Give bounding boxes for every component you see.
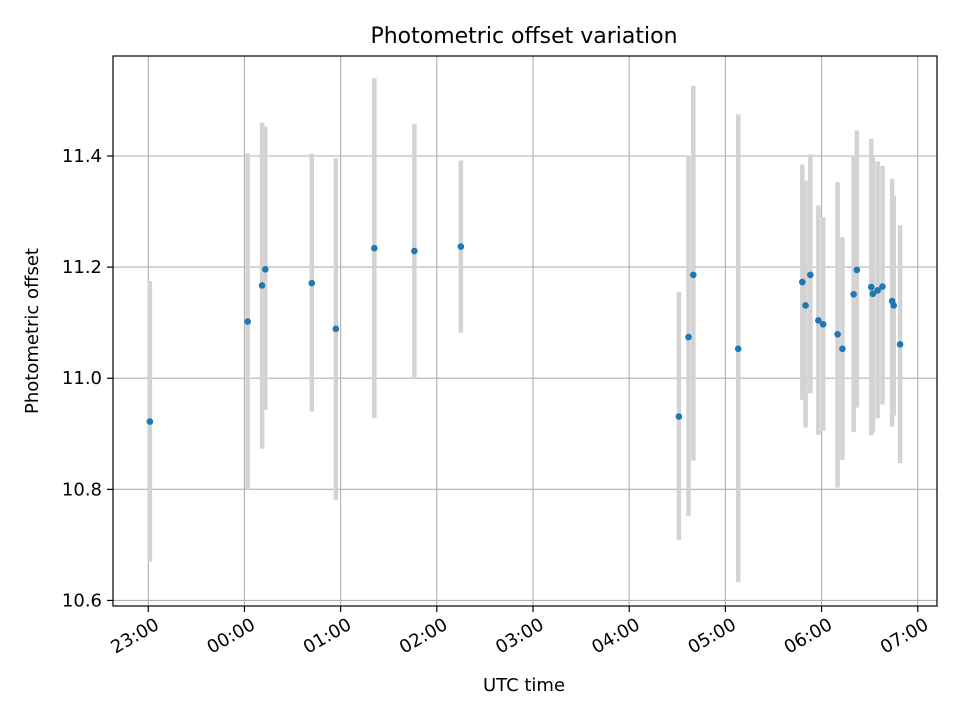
y-axis-ticks: 10.6 10.8 11.0 11.2 11.4 [62,146,113,611]
data-point [308,279,316,287]
error-bars [147,78,903,583]
data-point [675,413,683,420]
data-point [834,331,841,338]
data-point [874,287,881,294]
data-point [807,271,814,279]
x-tick-label: 23:00 [107,614,162,658]
plot-frame [112,55,938,607]
data-point [244,318,251,325]
data-point [146,418,154,425]
data-point [853,266,861,274]
data-point [890,302,898,309]
data-point [815,317,822,324]
data-point [371,244,378,252]
x-tick-label: 02:00 [396,614,451,658]
chart-title: Photometric offset variation [370,24,677,49]
data-point [690,271,697,279]
y-tick-label: 10.6 [62,590,102,611]
data-point [839,345,846,353]
y-tick-label: 11.2 [62,257,102,278]
data-point [332,325,340,333]
data-point [879,283,886,290]
data-point [869,290,877,298]
data-point [799,278,806,286]
y-tick-label: 11.0 [62,368,102,389]
y-axis-label: Photometric offset [22,248,43,414]
x-tick-label: 03:00 [492,614,547,658]
data-point [411,247,418,255]
data-points [146,243,904,425]
data-point [685,333,692,341]
grid-lines [113,56,937,606]
x-axis-ticks: 23:00 00:00 01:00 02:00 03:00 04:00 05:00 06:00… [107,606,932,658]
x-tick-label: 05:00 [684,614,739,658]
data-point [261,266,269,273]
data-point [258,282,266,289]
y-tick-label: 10.8 [62,479,102,500]
y-tick-label: 11.4 [62,146,102,167]
data-point [867,283,875,291]
data-point [850,291,857,298]
x-tick-label: 06:00 [781,614,836,658]
x-axis-label: UTC time [483,675,565,696]
data-point [819,321,827,328]
x-tick-label: 00:00 [204,614,259,658]
x-tick-label: 01:00 [300,614,355,658]
data-point [896,341,904,348]
data-point [802,302,809,309]
data-point [734,345,742,353]
x-tick-label: 07:00 [877,614,932,658]
x-tick-label: 04:00 [588,614,643,658]
data-point [457,243,465,250]
